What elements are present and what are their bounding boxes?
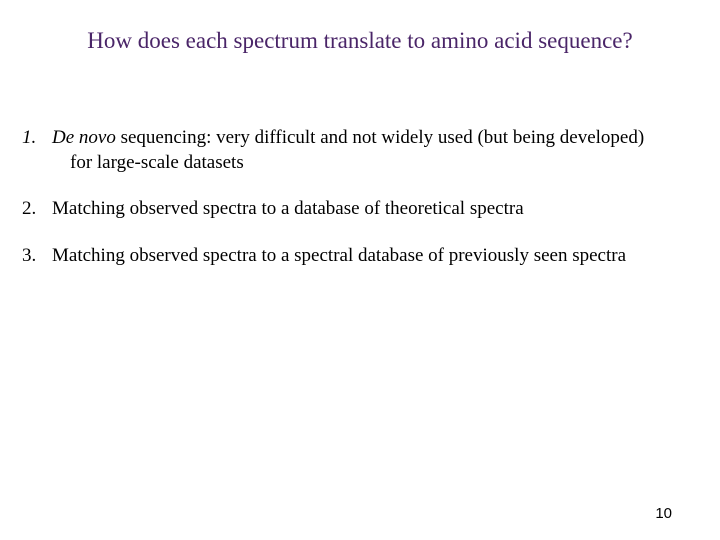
list-text-3: Matching observed spectra to a spectral … xyxy=(52,244,690,269)
slide-title: How does each spectrum translate to amin… xyxy=(0,0,720,54)
list-item: 1. De novo sequencing: very difficult an… xyxy=(22,126,690,175)
italic-prefix: De novo xyxy=(52,127,116,148)
text-continuation: for large-scale datasets xyxy=(52,151,690,176)
list-text-2: Matching observed spectra to a database … xyxy=(52,197,690,222)
list-number-3: 3. xyxy=(22,244,52,269)
list-number-1: 1. xyxy=(22,126,52,175)
content-area: 1. De novo sequencing: very difficult an… xyxy=(0,54,720,269)
text-segment: sequencing: very difficult and not widel… xyxy=(116,127,644,148)
list-text-1: De novo sequencing: very difficult and n… xyxy=(52,126,690,175)
list-item: 2. Matching observed spectra to a databa… xyxy=(22,197,690,222)
page-number: 10 xyxy=(655,505,672,522)
list-number-2: 2. xyxy=(22,197,52,222)
list-item: 3. Matching observed spectra to a spectr… xyxy=(22,244,690,269)
